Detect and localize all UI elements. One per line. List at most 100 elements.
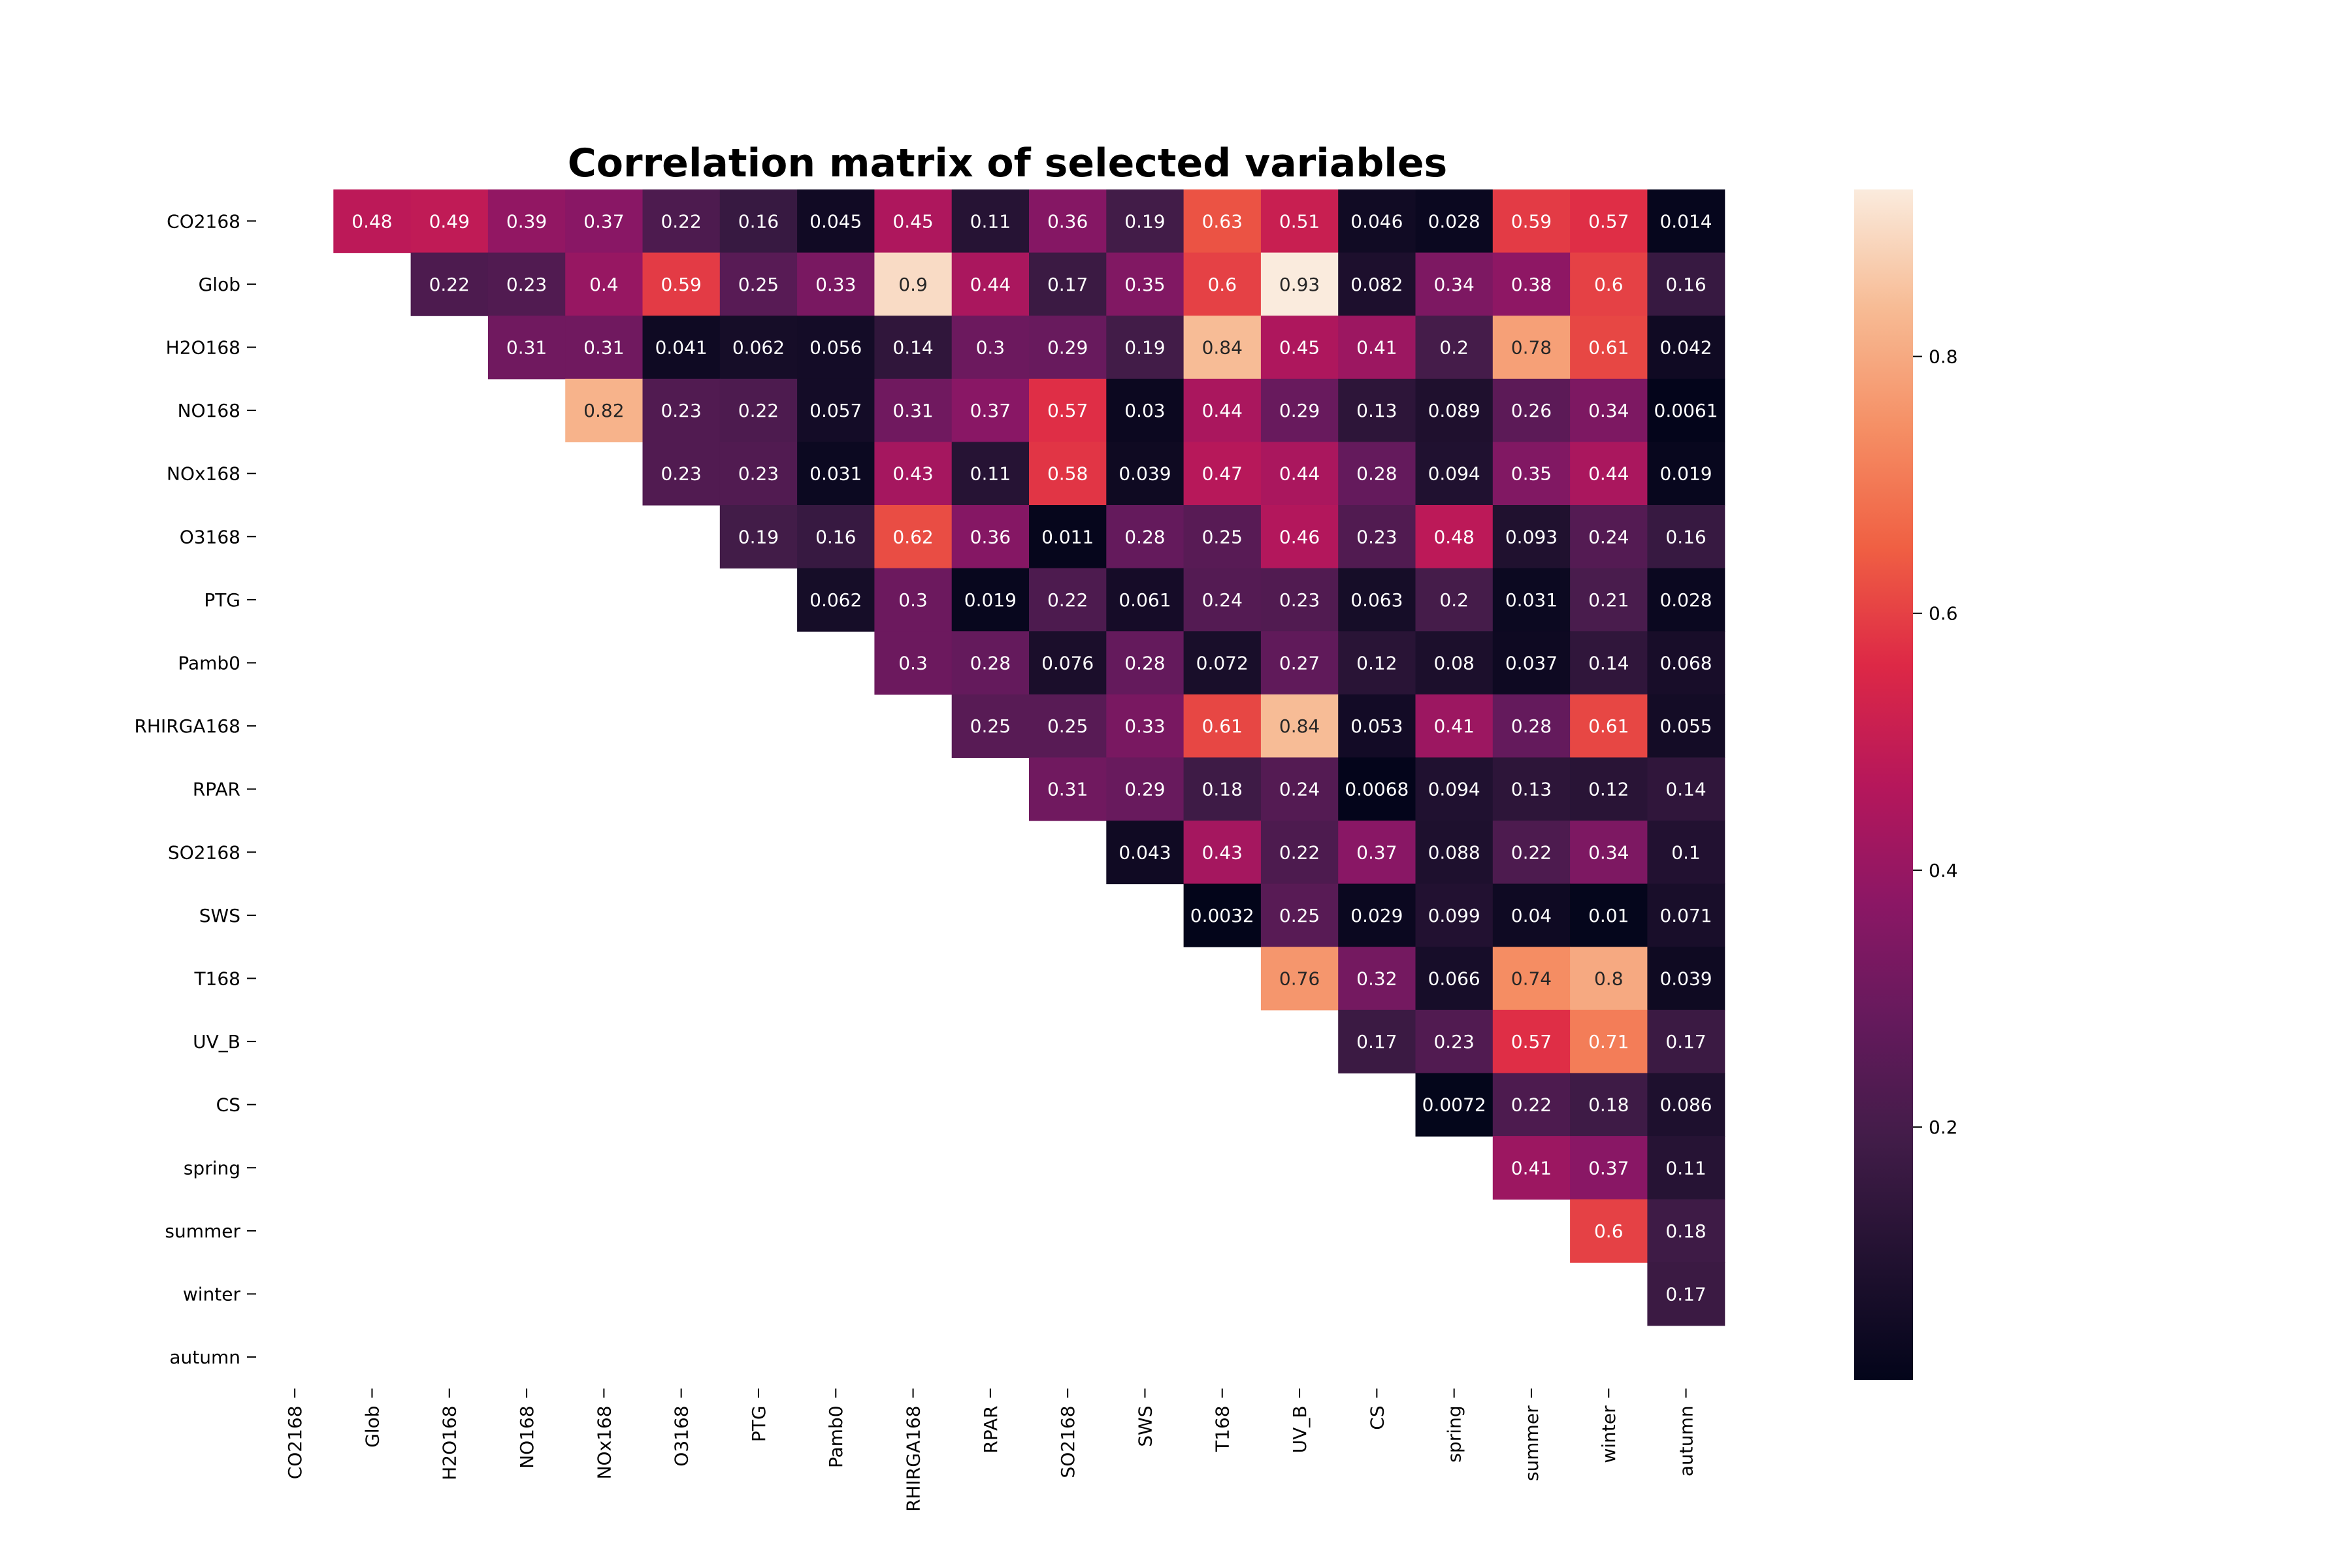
chart-title: Correlation matrix of selected variables: [568, 140, 1448, 186]
y-tick-label: CS: [216, 1094, 240, 1116]
cell-value-label: 0.039: [1659, 968, 1712, 990]
cell-value-label: 0.22: [738, 400, 779, 421]
heatmap-cell: [1647, 821, 1725, 885]
heatmap-cell: [1647, 757, 1725, 821]
heatmap-cell: [797, 442, 875, 506]
heatmap-cell: [1647, 505, 1725, 569]
cell-value-label: 0.41: [1356, 337, 1397, 359]
heatmap-cell: [1570, 631, 1648, 695]
heatmap-cell: [1647, 568, 1725, 632]
x-tick-label: summer: [1521, 1405, 1543, 1481]
cell-value-label: 0.17: [1665, 1284, 1706, 1305]
cell-value-label: 0.16: [1665, 274, 1706, 295]
heatmap-cell: [1183, 631, 1262, 695]
cell-value-label: 0.094: [1428, 779, 1480, 800]
heatmap-cell: [1415, 316, 1494, 380]
heatmap-cell: [797, 316, 875, 380]
heatmap-cell: [1415, 1009, 1494, 1073]
heatmap-cell: [1570, 1199, 1648, 1263]
x-tick-label: PTG: [748, 1405, 770, 1442]
heatmap-cell: [1106, 252, 1184, 316]
cell-value-label: 0.031: [1505, 589, 1558, 611]
cell-value-label: 0.22: [1279, 841, 1320, 863]
heatmap-cell: [1570, 442, 1648, 506]
cell-value-label: 0.6: [1594, 1220, 1624, 1242]
heatmap-cell: [1647, 1136, 1725, 1200]
heatmap-cell: [1029, 252, 1107, 316]
heatmap-cell: [1647, 694, 1725, 758]
cell-value-label: 0.82: [583, 400, 624, 421]
colorbar-gradient: [1854, 189, 1913, 1380]
cell-value-label: 0.17: [1665, 1031, 1706, 1053]
x-tick-label: T168: [1212, 1405, 1233, 1452]
heatmap-cell: [1029, 316, 1107, 380]
cell-value-label: 0.14: [1665, 779, 1706, 800]
cell-value-label: 0.089: [1428, 400, 1480, 421]
cell-value-label: 0.44: [1588, 463, 1629, 485]
heatmap-cell: [1492, 505, 1571, 569]
heatmap-cell: [1338, 568, 1416, 632]
colorbar-ticks: 0.2 0.4 0.6 0.8: [1913, 346, 1958, 1138]
heatmap-cell: [874, 189, 953, 253]
cell-value-label: 0.14: [1588, 653, 1629, 674]
cell-value-label: 0.053: [1350, 715, 1403, 737]
cell-value-label: 0.019: [1659, 463, 1712, 485]
heatmap-cell: [1492, 316, 1571, 380]
cell-value-label: 0.094: [1428, 463, 1480, 485]
cell-value-label: 0.23: [1279, 589, 1320, 611]
x-tick-label: UV_B: [1289, 1405, 1311, 1453]
heatmap-cell: [1570, 316, 1648, 380]
cell-value-label: 0.71: [1588, 1031, 1629, 1053]
heatmap-cell: [1183, 442, 1262, 506]
heatmap-cell: [797, 568, 875, 632]
heatmap-cell: [797, 252, 875, 316]
heatmap-cell: [719, 505, 798, 569]
heatmap-cell: [719, 378, 798, 442]
heatmap-cells: [333, 189, 1725, 1326]
heatmap-cell: [1183, 316, 1262, 380]
heatmap-cell: [1106, 631, 1184, 695]
cell-value-label: 0.11: [1665, 1157, 1706, 1179]
cell-value-label: 0.33: [815, 274, 856, 295]
cell-value-label: 0.17: [1356, 1031, 1397, 1053]
y-tick-label: H2O168: [166, 337, 240, 359]
cell-value-label: 0.28: [1124, 653, 1165, 674]
heatmap-cell: [1338, 189, 1416, 253]
heatmap-cell: [1338, 442, 1416, 506]
cell-value-label: 0.066: [1428, 968, 1480, 990]
cell-value-label: 0.028: [1659, 589, 1712, 611]
cell-value-label: 0.34: [1433, 274, 1474, 295]
cell-value-label: 0.37: [970, 400, 1011, 421]
heatmap-cell: [1029, 631, 1107, 695]
cell-value-label: 0.071: [1659, 905, 1712, 926]
cell-value-label: 0.11: [970, 210, 1011, 232]
heatmap-cell: [797, 378, 875, 442]
heatmap-cell: [1570, 1136, 1648, 1200]
heatmap-cell: [874, 252, 953, 316]
heatmap-cell: [642, 442, 721, 506]
heatmap-cell: [1492, 757, 1571, 821]
cell-value-label: 0.13: [1356, 400, 1397, 421]
y-tick-label: RPAR: [193, 779, 240, 800]
heatmap-cell: [487, 316, 566, 380]
cell-value-label: 0.28: [1124, 526, 1165, 547]
cell-value-label: 0.43: [892, 463, 933, 485]
heatmap-cell: [1570, 189, 1648, 253]
cell-value-label: 0.35: [1124, 274, 1165, 295]
heatmap-cell: [1415, 568, 1494, 632]
cell-value-label: 0.23: [738, 463, 779, 485]
cell-value-label: 0.093: [1505, 526, 1558, 547]
cell-value-label: 0.1: [1671, 841, 1701, 863]
cell-value-label: 0.33: [1124, 715, 1165, 737]
cell-value-label: 0.062: [732, 337, 785, 359]
heatmap-cell: [951, 568, 1030, 632]
cell-value-label: 0.22: [1511, 1094, 1552, 1116]
y-tick-label: UV_B: [193, 1031, 240, 1053]
cell-value-label: 0.28: [1511, 715, 1552, 737]
heatmap-cell: [565, 378, 644, 442]
x-tick-label: spring: [1444, 1405, 1465, 1462]
cell-value-label: 0.31: [892, 400, 933, 421]
cell-value-label: 0.0061: [1654, 400, 1718, 421]
heatmap-cell: [1647, 883, 1725, 947]
